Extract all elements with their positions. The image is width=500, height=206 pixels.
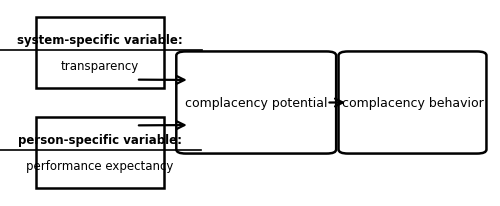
Text: person-specific variable:: person-specific variable: [18, 133, 182, 146]
FancyBboxPatch shape [36, 117, 164, 188]
Text: complacency behavior: complacency behavior [342, 97, 484, 109]
Text: performance expectancy: performance expectancy [26, 159, 174, 172]
Text: transparency: transparency [61, 60, 139, 73]
FancyBboxPatch shape [176, 52, 336, 154]
FancyBboxPatch shape [36, 18, 164, 89]
Text: system-specific variable:: system-specific variable: [17, 34, 183, 47]
FancyBboxPatch shape [338, 52, 486, 154]
Text: complacency potential: complacency potential [185, 97, 328, 109]
